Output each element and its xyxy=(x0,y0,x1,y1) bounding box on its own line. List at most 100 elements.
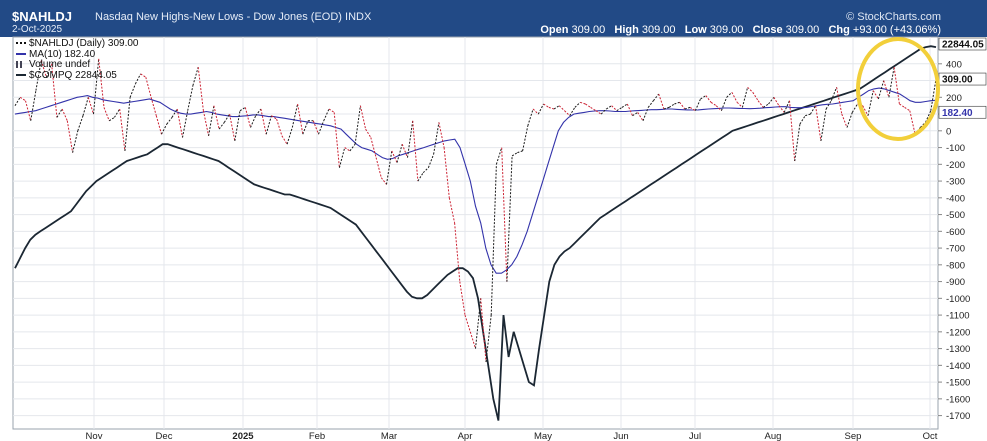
series-segment-nahl xyxy=(302,120,309,135)
series-segment-nahl xyxy=(689,106,696,112)
series-segment-nahl xyxy=(61,108,68,122)
x-tick-label: Jul xyxy=(689,431,701,441)
y-tick-label: -900 xyxy=(946,277,965,288)
series-segment-nahl xyxy=(202,110,210,136)
series-segment-nahl xyxy=(255,108,262,117)
series-segment-nahl xyxy=(187,85,194,111)
series-segment-nahl xyxy=(720,97,728,111)
series-segment-nahl xyxy=(778,105,785,113)
y-tick-label: -500 xyxy=(946,210,965,221)
series-segment-nahl xyxy=(197,67,204,111)
price-tags: 22844.05 309.00 182.40 xyxy=(938,37,987,119)
series-segment-nahl xyxy=(66,120,74,153)
series-segment-nahl xyxy=(359,105,367,130)
series-segment-nahl xyxy=(234,110,241,141)
series-segment-nahl xyxy=(171,108,178,118)
series-segment-nahl xyxy=(893,67,900,105)
ohlc-readout: Open 309.00 High 309.00 Low 309.00 Close… xyxy=(540,24,941,36)
x-tick-label: Apr xyxy=(458,431,473,441)
series-segment-nahl xyxy=(333,112,340,168)
series-segment-nahl xyxy=(77,115,84,131)
price-tag-nahl: 309.00 xyxy=(942,75,973,86)
series-segment-nahl xyxy=(580,101,586,105)
series-segment-nahl xyxy=(349,143,356,152)
series-segment-nahl xyxy=(40,60,47,78)
series-segment-nahl xyxy=(501,147,508,282)
legend: $NAHLDJ (Daily) 309.00 MA(10) 182.40 Vol… xyxy=(16,38,139,82)
series-segment-nahl xyxy=(401,144,408,158)
series-segment-nahl xyxy=(490,164,497,316)
series-segment-nahl xyxy=(271,115,277,120)
legend-item-comp: $COMPQ 22844.05 xyxy=(16,70,139,82)
legend-item-ma: MA(10) 182.40 xyxy=(16,49,139,61)
y-tick-label: -600 xyxy=(946,227,965,238)
series-segment-nahl xyxy=(229,114,236,141)
series-segment-nahl xyxy=(480,298,487,363)
symbol-subtitle: Nasdaq New Highs-New Lows - Dow Jones (E… xyxy=(95,11,372,23)
series-segment-nahl xyxy=(475,298,482,349)
series-segment-nahl xyxy=(56,108,63,118)
series-segment-nahl xyxy=(846,112,853,128)
series-segment-nahl xyxy=(606,105,612,110)
series-segment-nahl xyxy=(825,100,832,110)
low-label: Low xyxy=(684,24,707,36)
series-segment-nahl xyxy=(19,96,26,102)
series-segment-nahl xyxy=(124,97,131,151)
x-tick-label: Jun xyxy=(613,431,628,441)
y-tick-label: -300 xyxy=(946,177,965,188)
series-segment-nahl xyxy=(715,105,722,112)
series-segment-nahl xyxy=(930,78,937,111)
y-tick-label: -1700 xyxy=(946,411,970,422)
x-tick-label: Feb xyxy=(309,431,325,441)
series-segment-nahl xyxy=(700,95,707,100)
chg-label: Chg xyxy=(828,24,850,36)
y-tick-label: 200 xyxy=(946,93,962,104)
series-segment-nahl xyxy=(537,103,544,115)
series-segment-nahl xyxy=(694,98,701,111)
series-segment-nahl xyxy=(250,115,257,128)
y-tick-label: -1500 xyxy=(946,378,970,389)
series-segment-nahl xyxy=(731,92,738,103)
open-label: Open xyxy=(540,24,569,36)
series-segment-nahl xyxy=(888,67,895,98)
series-segment-nahl xyxy=(590,106,597,112)
x-tick-label: Oct xyxy=(923,431,938,441)
series-segment-nahl xyxy=(286,127,293,145)
symbol-title: $NAHLDJ xyxy=(12,9,72,24)
series-segment-nahl xyxy=(621,103,628,108)
series-segment-nahl xyxy=(427,154,435,168)
series-segment-nahl xyxy=(757,100,764,108)
high-value: 309.00 xyxy=(641,24,676,36)
price-tag-ma-box xyxy=(938,105,987,119)
series-segment-nahl xyxy=(223,113,231,123)
series-segment-nahl xyxy=(872,90,879,100)
series-segment-nahl xyxy=(464,314,471,332)
chart-date: 2-Oct-2025 xyxy=(12,24,63,35)
series-segment-nahl xyxy=(799,115,806,125)
series-segment-nahl xyxy=(726,91,733,98)
y-tick-label: -1200 xyxy=(946,327,970,338)
series-segment-nahl xyxy=(448,197,456,224)
series-segment-nahl xyxy=(668,103,675,108)
series-segment-nahl xyxy=(925,110,932,123)
series-segment-nahl xyxy=(836,87,843,115)
price-tag-ma: 182.40 xyxy=(942,108,973,119)
series-segment-nahl xyxy=(297,103,304,135)
series-segment-nahl xyxy=(548,106,555,110)
close-label: Close xyxy=(752,24,783,36)
series-segment-nahl xyxy=(218,122,225,130)
series-segment-nahl xyxy=(815,105,822,141)
series-segment-nahl xyxy=(522,125,529,152)
series-segment-nahl xyxy=(642,107,649,121)
series-segment-nahl xyxy=(569,107,576,116)
x-tick-label: 2025 xyxy=(232,431,254,441)
series-segment-nahl xyxy=(72,130,79,153)
series-segment-nahl xyxy=(380,177,387,185)
series-segment-nahl xyxy=(30,90,37,121)
series-segment-nahl xyxy=(841,113,848,128)
series-segment-nahl xyxy=(768,96,775,105)
series-segment-nahl xyxy=(679,101,686,110)
x-axis: Nov Dec 2025 Feb Mar Apr May Jun Jul Aug Sep Oct xyxy=(86,431,938,441)
